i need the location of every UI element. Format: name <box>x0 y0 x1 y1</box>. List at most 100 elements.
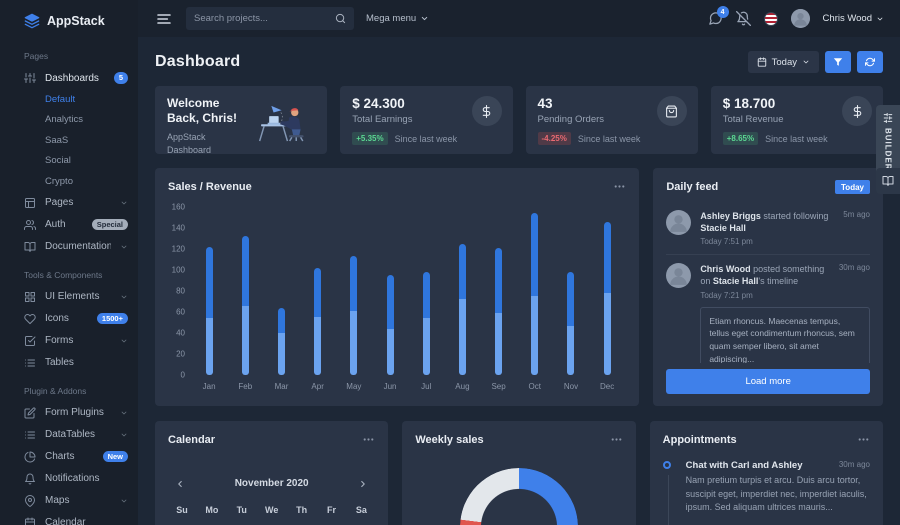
x-tick-label: Aug <box>455 382 470 391</box>
weekly-sales-card: Weekly sales <box>402 421 636 525</box>
timeline-dot <box>662 461 671 469</box>
feed-avatar[interactable] <box>666 210 692 235</box>
appointments-list: Chat with Carl and Ashley 30m ago Nam pr… <box>650 452 883 525</box>
language-flag-icon[interactable] <box>763 11 778 26</box>
calendar-prev-icon[interactable] <box>175 479 185 489</box>
x-tick-label: Oct <box>528 382 541 391</box>
y-tick-label: 20 <box>176 349 185 359</box>
sidebar-subitem-analytics[interactable]: Analytics <box>45 114 84 126</box>
sidebar-item-tables[interactable]: Tables <box>0 352 138 374</box>
bell-off-icon[interactable] <box>735 11 751 26</box>
sidebar-item-label: Forms <box>45 335 74 346</box>
x-tick-label: Nov <box>563 382 579 391</box>
load-more-button[interactable]: Load more <box>666 369 870 394</box>
stat-card-pending-orders: 43 Pending Orders -4.25% Since last week <box>525 86 698 154</box>
hamburger-menu-icon[interactable] <box>154 9 174 29</box>
card-menu-icon[interactable] <box>610 433 623 446</box>
stat-label: Pending Orders <box>537 114 605 125</box>
sidebar-badge: New <box>102 450 128 463</box>
calendar-next-icon[interactable] <box>358 479 368 489</box>
bar-jun: Jun <box>372 207 408 391</box>
sidebar-item-forms[interactable]: Forms <box>0 330 138 352</box>
messages-icon[interactable]: 4 <box>708 6 729 26</box>
sidebar-subitem-default[interactable]: Default <box>45 93 76 105</box>
weekday-label: Su <box>176 505 188 515</box>
brand-name: AppStack <box>47 14 105 28</box>
bar-aug: Aug <box>444 207 480 391</box>
y-tick-label: 100 <box>171 265 185 275</box>
chevron-down-icon <box>803 60 809 64</box>
card-menu-icon[interactable] <box>362 433 375 446</box>
sidebar-item-dashboards[interactable]: Dashboards 5 <box>0 67 138 89</box>
bar-jul: Jul <box>408 207 444 391</box>
calendar-card: Calendar November 2020 Su Mo Tu We Th Fr Sa <box>155 421 389 525</box>
sidebar-item-label: Maps <box>45 495 70 506</box>
user-avatar[interactable] <box>790 9 810 28</box>
sidebar-subitem-social[interactable]: Social <box>45 155 71 167</box>
stat-card-total-earnings: $ 24.300 Total Earnings +5.35% Since las… <box>340 86 513 154</box>
sidebar-item-maps[interactable]: Maps <box>0 490 138 512</box>
mega-menu-label: Mega menu <box>366 13 417 24</box>
chevron-down-icon <box>121 339 127 342</box>
user-name: Chris Wood <box>822 13 872 24</box>
sidebar-item-charts[interactable]: Charts New <box>0 446 138 468</box>
pie-chart-icon <box>24 451 36 462</box>
stat-change-badge: +5.35% <box>352 132 388 145</box>
refresh-icon <box>865 57 875 67</box>
sidebar-item-ui-elements[interactable]: UI Elements <box>0 286 138 308</box>
stat-icon-circle <box>842 96 872 126</box>
sidebar-item-auth[interactable]: Auth Special <box>0 214 138 236</box>
sidebar-item-datatables[interactable]: DataTables <box>0 424 138 446</box>
documentation-tab[interactable] <box>876 168 900 194</box>
sidebar-item-documentation[interactable]: Documentation <box>0 236 138 258</box>
x-tick-label: Dec <box>600 382 615 391</box>
sliders-icon <box>883 113 893 123</box>
sidebar-item-form-plugins[interactable]: Form Plugins <box>0 402 138 424</box>
sliders-icon <box>24 73 36 83</box>
sidebar-item-label: Auth <box>45 219 66 230</box>
mega-menu[interactable]: Mega menu <box>366 13 429 24</box>
search-input[interactable] <box>194 13 335 24</box>
sidebar-item-calendar[interactable]: Calendar <box>0 512 138 525</box>
x-tick-label: May <box>346 382 362 391</box>
feed-items: Ashley Briggs started following Stacie H… <box>653 200 883 363</box>
refresh-button[interactable] <box>857 51 883 73</box>
weekday-label: Sa <box>355 505 367 515</box>
weekday-label: Mo <box>205 505 219 515</box>
date-range-button[interactable]: Today <box>747 51 819 73</box>
sidebar-item-label: Dashboards <box>45 72 99 84</box>
chevron-down-icon <box>121 201 127 204</box>
filter-button[interactable] <box>825 51 851 73</box>
sidebar-item-label: UI Elements <box>45 291 100 302</box>
appointment-title: Chat with Carl and Ashley <box>685 460 803 471</box>
sidebar-subitem-crypto[interactable]: Crypto <box>45 175 73 187</box>
shopping-bag-icon <box>666 105 678 117</box>
main-area: Mega menu 4 Chris Wood Dashboard <box>138 0 900 525</box>
x-tick-label: Mar <box>274 382 289 391</box>
bar-sep: Sep <box>481 207 517 391</box>
sidebar-subitem-saas[interactable]: SaaS <box>45 134 69 146</box>
bar-feb: Feb <box>227 207 263 391</box>
feed-avatar[interactable] <box>666 263 692 289</box>
sidebar-item-label: Notifications <box>45 473 100 484</box>
card-menu-icon[interactable] <box>857 433 870 446</box>
weekly-sales-donut-chart <box>459 468 578 525</box>
sidebar-section-label: Tools & Components <box>24 269 103 280</box>
stat-label: Total Earnings <box>352 114 413 125</box>
search-icon[interactable] <box>335 13 346 24</box>
brand[interactable]: AppStack <box>0 0 138 39</box>
sales-card-title: Sales / Revenue <box>168 180 252 193</box>
sidebar-item-icons[interactable]: Icons 1500+ <box>0 308 138 330</box>
sidebar-item-pages[interactable]: Pages <box>0 192 138 214</box>
sidebar-section-label: Pages <box>24 51 49 61</box>
top-navbar: Mega menu 4 Chris Wood <box>138 0 900 37</box>
sidebar-item-notifications[interactable]: Notifications <box>0 468 138 490</box>
x-tick-label: Sep <box>491 382 506 391</box>
edit-icon <box>24 406 36 418</box>
builder-tab[interactable]: BUILDER <box>876 105 900 179</box>
stat-value: $ 18.700 <box>722 96 776 111</box>
user-menu[interactable]: Chris Wood <box>823 13 884 24</box>
card-menu-icon[interactable] <box>613 180 626 193</box>
chart-y-axis: 0 20 40 60 80 100 120 140 160 <box>165 203 191 380</box>
y-tick-label: 40 <box>176 328 185 338</box>
